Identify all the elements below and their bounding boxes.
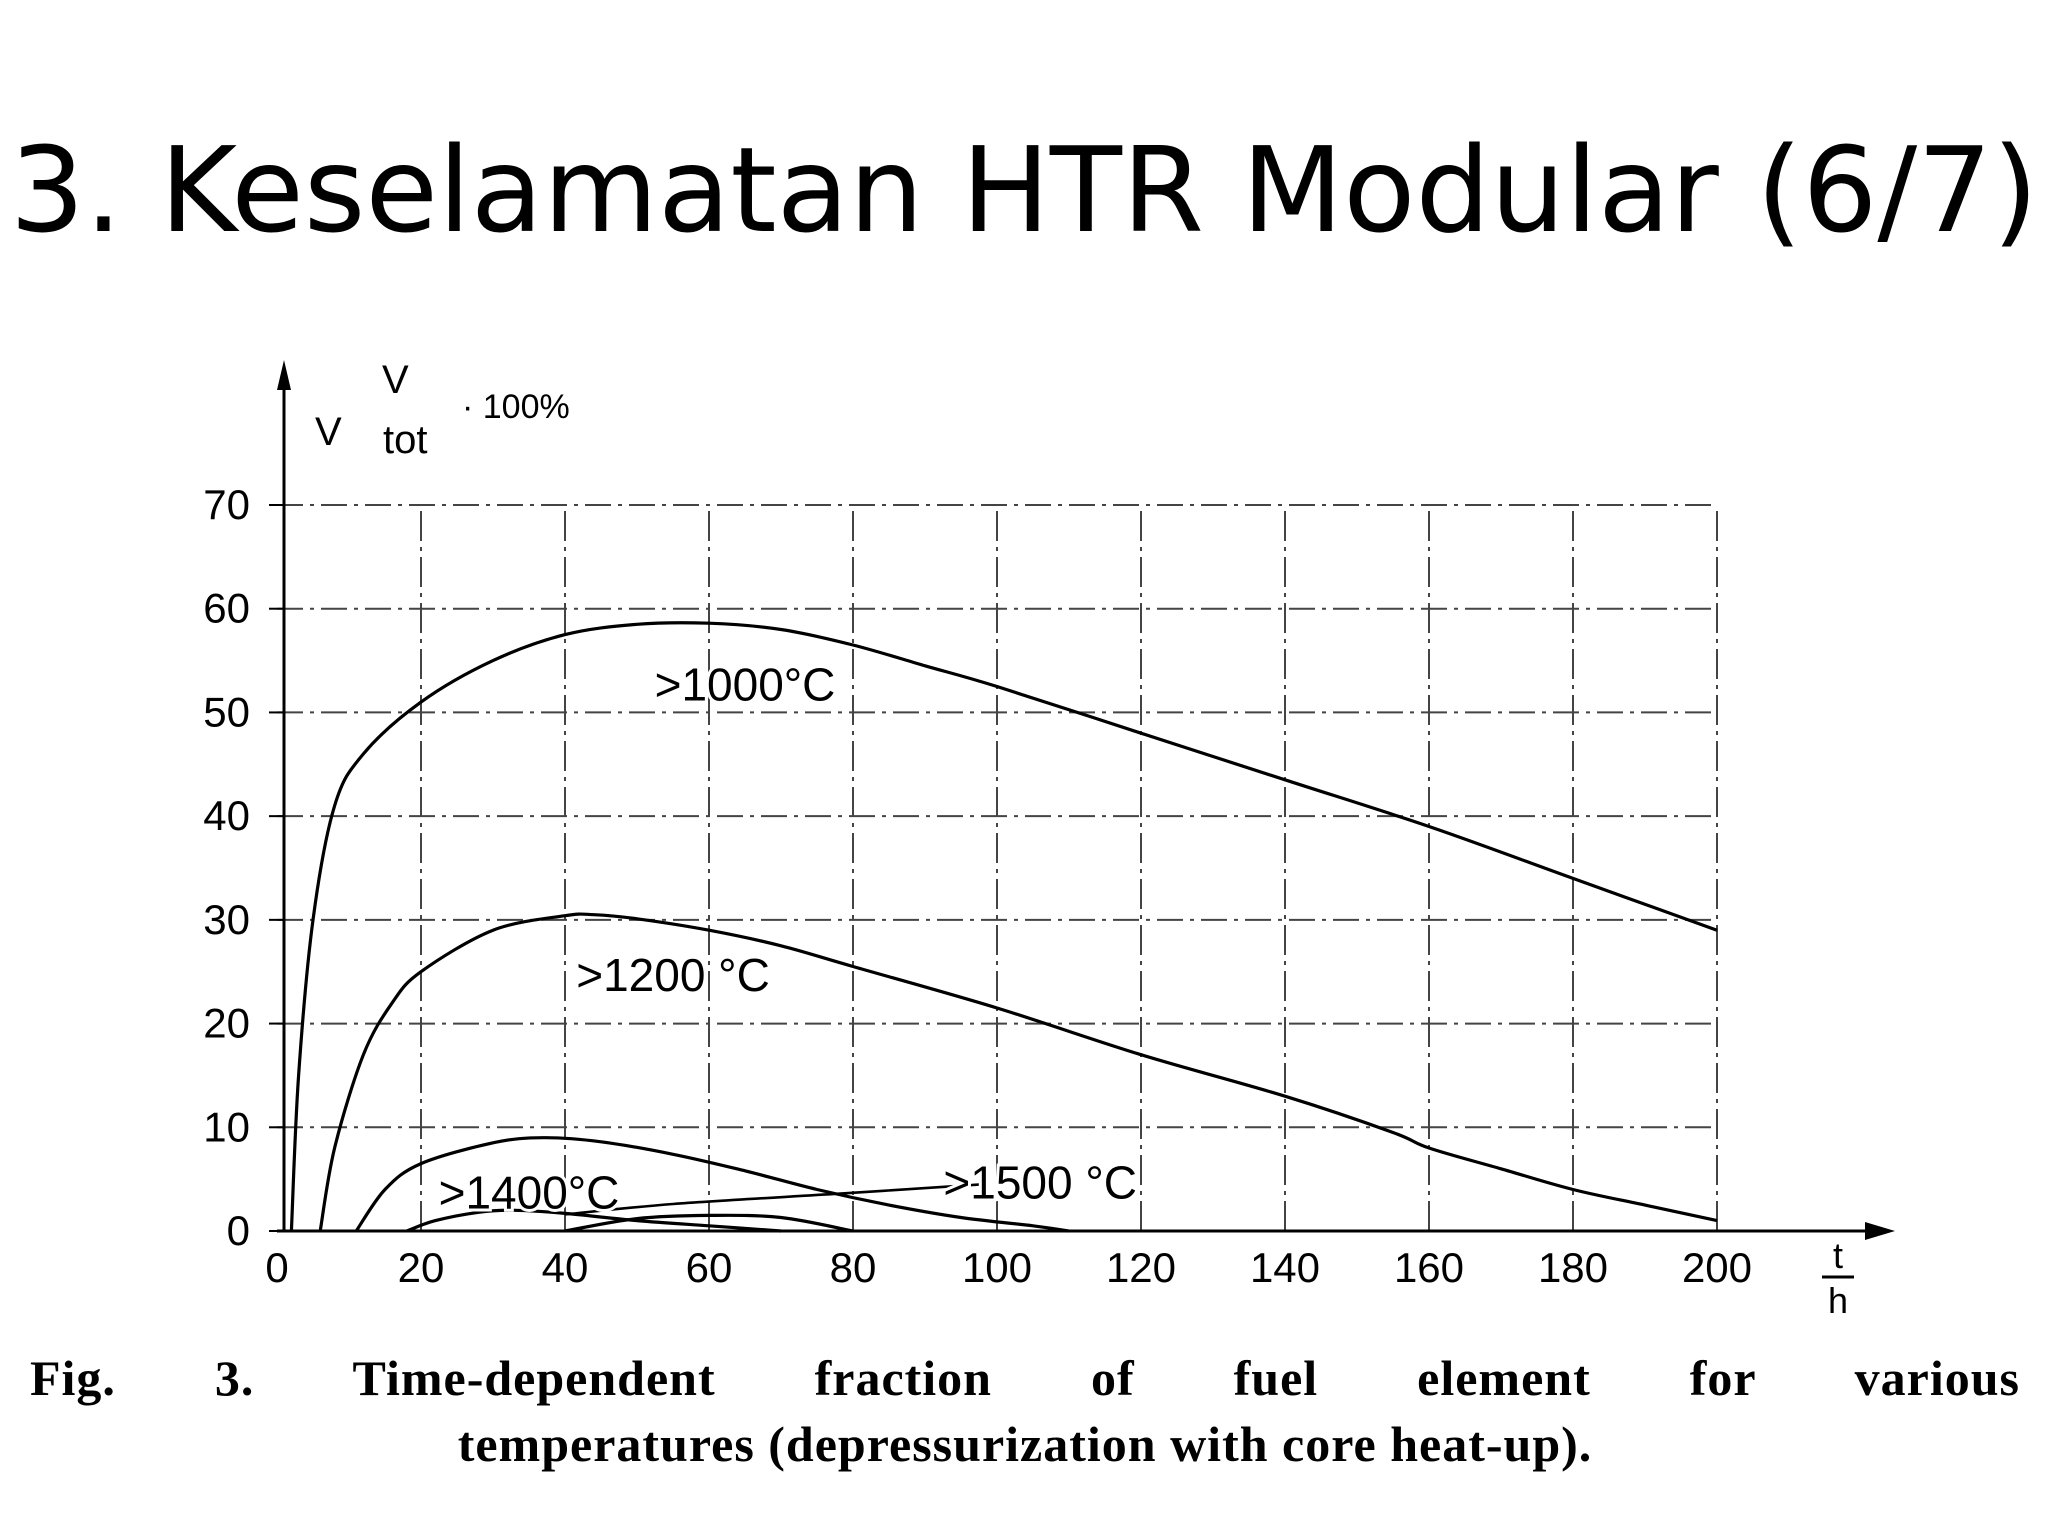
- series-line-3: [354, 1136, 1070, 1233]
- y-tick-label-30: 30: [203, 896, 250, 943]
- y-tick-label-0: 0: [227, 1207, 250, 1254]
- y-axis-arrow-icon: [277, 360, 291, 390]
- x-tick-label-80: 80: [830, 1244, 877, 1291]
- x-tick-label-100: 100: [962, 1244, 1032, 1291]
- y-tick-label-70: 70: [203, 481, 250, 528]
- chart-labels: 0 10 20 30 40 50 60 70 0 20 40 60 80 100 120 140 160 180 2…: [203, 358, 1854, 1321]
- y-tick-label-50: 50: [203, 688, 250, 735]
- caption-line-2: temperatures (depressurization with core…: [457, 1416, 1593, 1472]
- y-tick-label-10: 10: [203, 1103, 250, 1150]
- x-tick-label-40: 40: [542, 1244, 589, 1291]
- figure-caption: Fig. 3. Time-dependent fraction of fuel …: [30, 1345, 2020, 1477]
- series-line-1: [289, 621, 1718, 1232]
- y-axis-label-denominator: V: [315, 410, 342, 454]
- x-tick-label-20: 20: [398, 1244, 445, 1291]
- x-axis-label-numerator: t: [1833, 1235, 1843, 1276]
- fuel-fraction-chart: 0 10 20 30 40 50 60 70 0 20 40 60 80 100 120 140 160 180 2…: [203, 358, 1895, 1321]
- x-tick-label-180: 180: [1538, 1244, 1608, 1291]
- curve-label-4: >1500 °C: [943, 1156, 1137, 1208]
- x-axis-label-denominator: h: [1828, 1280, 1848, 1321]
- label-1500-leader-line: [564, 1183, 983, 1216]
- curve-label-2: >1200 °C: [576, 949, 770, 1001]
- y-axis-label-subscript: tot: [383, 418, 427, 462]
- y-axis-label-numerator: V: [382, 358, 409, 402]
- series-line-4: [406, 1208, 782, 1233]
- series-line-5: [564, 1213, 854, 1233]
- series-line-2: [318, 912, 1718, 1232]
- x-tick-label-160: 160: [1394, 1244, 1464, 1291]
- caption-line-1: Fig. 3. Time-dependent fraction of fuel …: [30, 1350, 2020, 1406]
- y-tick-label-40: 40: [203, 792, 250, 839]
- x-tick-label-200: 200: [1682, 1244, 1752, 1291]
- chart-axes: [269, 360, 1895, 1240]
- chart-grid: [277, 504, 1718, 1231]
- y-tick-label-20: 20: [203, 1000, 250, 1047]
- curve-label-3: >1400°C: [439, 1167, 620, 1219]
- x-tick-label-60: 60: [686, 1244, 733, 1291]
- x-tick-label-120: 120: [1106, 1244, 1176, 1291]
- x-tick-label-140: 140: [1250, 1244, 1320, 1291]
- curve-label-1: >1000°C: [655, 659, 836, 711]
- slide-title: 3. Keselamatan HTR Modular (6/7): [9, 121, 2039, 259]
- x-axis-arrow-icon: [1865, 1222, 1895, 1240]
- y-axis-label-suffix: · 100%: [462, 388, 570, 426]
- x-tick-label-0: 0: [265, 1244, 288, 1291]
- y-tick-label-60: 60: [203, 585, 250, 632]
- chart-series: [289, 621, 1718, 1233]
